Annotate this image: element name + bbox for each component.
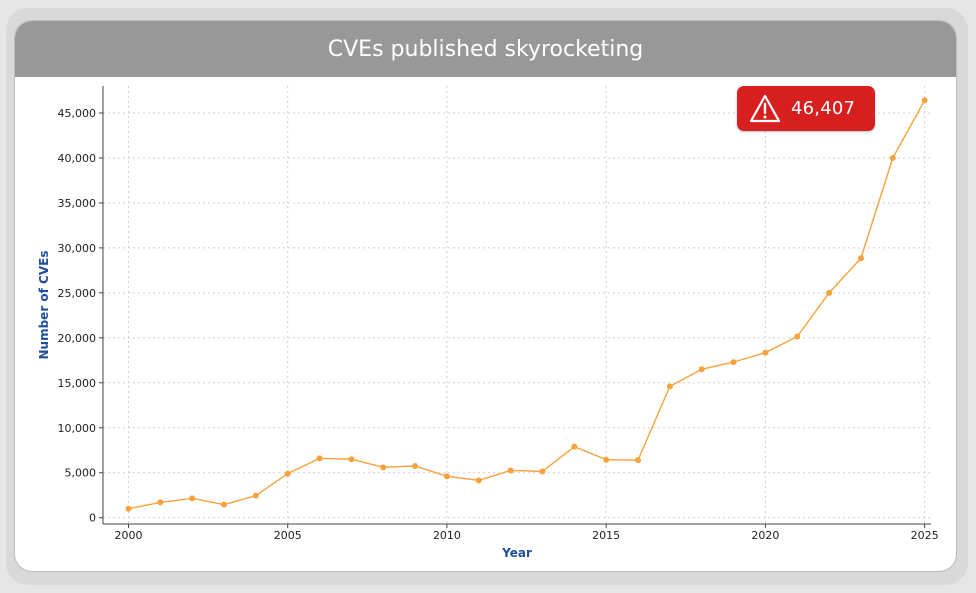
x-axis-title: Year [501, 546, 532, 560]
y-tick-label: 30,000 [58, 242, 97, 255]
data-point [252, 492, 259, 499]
data-point [157, 499, 164, 506]
data-point [794, 333, 801, 340]
x-tick-label: 2020 [751, 529, 779, 542]
data-point [443, 473, 450, 480]
y-tick-label: 5,000 [65, 467, 97, 480]
y-tick-label: 25,000 [58, 287, 97, 300]
series-line [128, 99, 926, 510]
data-point [125, 505, 132, 512]
latest-count-value: 46,407 [791, 98, 856, 119]
data-point [316, 455, 323, 462]
data-point [412, 462, 419, 469]
data-point [889, 154, 896, 161]
x-tick-label: 2025 [911, 529, 939, 542]
x-tick-label: 2005 [274, 529, 302, 542]
y-tick-label: 20,000 [58, 332, 97, 345]
y-tick-label: 40,000 [58, 152, 97, 165]
data-point [189, 495, 196, 502]
data-point [857, 255, 864, 262]
data-point [539, 468, 546, 475]
x-tick-label: 2000 [114, 529, 142, 542]
chart-title: CVEs published skyrocketing [15, 21, 956, 77]
y-tick-label: 10,000 [58, 422, 97, 435]
x-tick-label: 2015 [592, 529, 620, 542]
x-tick-label: 2010 [433, 529, 461, 542]
data-point [698, 366, 705, 373]
data-point [507, 467, 514, 474]
data-point [221, 501, 228, 508]
data-point [762, 349, 769, 356]
data-point [348, 456, 355, 463]
data-point [571, 443, 578, 450]
latest-count-badge: 46,407 [737, 86, 875, 131]
y-tick-label: 15,000 [58, 377, 97, 390]
y-tick-label: 45,000 [58, 107, 97, 120]
data-point [826, 289, 833, 296]
data-point [921, 97, 928, 104]
data-point [666, 383, 673, 390]
y-tick-label: 0 [89, 512, 96, 525]
data-point [284, 470, 291, 477]
data-point [730, 359, 737, 366]
y-tick-label: 35,000 [58, 197, 97, 210]
y-axis-title: Number of CVEs [37, 251, 51, 360]
data-point [603, 456, 610, 463]
data-point [475, 477, 482, 484]
data-point [635, 457, 642, 464]
warning-triangle-icon [749, 94, 781, 122]
data-point [380, 464, 387, 471]
